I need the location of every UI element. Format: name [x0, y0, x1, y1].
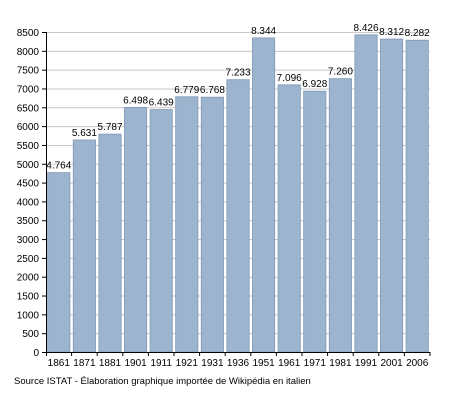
- y-tick-label: 5000: [17, 160, 40, 171]
- x-tick-label: 1861: [48, 358, 71, 369]
- data-label: 7.096: [277, 73, 302, 84]
- y-tick-label: 2500: [17, 254, 40, 265]
- y-tick-label: 2000: [17, 273, 40, 284]
- y-axis-ticks: 0 500 1000 1500 2000 2500 3000 3500 4000 4500 5000…: [17, 28, 46, 359]
- y-tick-label: 8500: [17, 28, 40, 39]
- x-tick-label: 1881: [99, 358, 122, 369]
- y-tick-label: 5500: [17, 141, 40, 152]
- data-label: 8.344: [251, 26, 276, 37]
- bar: [328, 78, 352, 353]
- y-tick-label: 7500: [17, 66, 40, 77]
- data-label: 6.498: [123, 95, 148, 106]
- source-caption: Source ISTAT - Élaboration graphique imp…: [14, 376, 311, 387]
- data-label: 8.312: [379, 27, 404, 38]
- data-label: 7.233: [225, 68, 250, 79]
- bars: [47, 34, 429, 353]
- x-tick-label: 1921: [176, 358, 199, 369]
- y-tick-label: 500: [22, 329, 39, 340]
- bar: [200, 96, 224, 353]
- bar: [303, 90, 327, 353]
- x-tick-label: 1991: [355, 358, 378, 369]
- data-label: 5.787: [97, 122, 122, 133]
- x-tick-label: 1951: [252, 358, 275, 369]
- x-axis-ticks: 1861 1871 1881 1901 1911 1921 1931 1936 1951 1961…: [48, 352, 431, 369]
- data-label: 6.439: [149, 98, 174, 109]
- y-tick-label: 1500: [17, 292, 40, 303]
- y-tick-label: 3500: [17, 216, 40, 227]
- bar: [252, 37, 276, 353]
- bar: [175, 96, 199, 353]
- y-tick-label: 3000: [17, 235, 40, 246]
- y-tick-label: 4500: [17, 179, 40, 190]
- bar: [72, 139, 96, 353]
- x-tick-label: 1936: [227, 358, 250, 369]
- x-tick-label: 1871: [73, 358, 96, 369]
- bar: [226, 79, 250, 353]
- data-label: 8.282: [405, 28, 430, 39]
- data-label: 6.779: [174, 85, 199, 96]
- x-tick-label: 1981: [329, 358, 352, 369]
- data-label: 8.426: [353, 23, 378, 34]
- y-tick-label: 6500: [17, 103, 40, 114]
- y-tick-label: 8000: [17, 47, 40, 58]
- y-tick-label: 7000: [17, 84, 40, 95]
- x-tick-label: 2006: [406, 358, 429, 369]
- data-label: 6.768: [200, 85, 225, 96]
- data-label: 6.928: [302, 79, 327, 90]
- bar: [124, 106, 148, 353]
- x-tick-label: 1911: [150, 358, 172, 369]
- data-label: 7.260: [328, 67, 353, 78]
- data-label: 4.764: [46, 161, 71, 172]
- bar: [354, 34, 378, 353]
- bar: [149, 109, 173, 353]
- x-tick-label: 1931: [201, 358, 224, 369]
- y-tick-label: 0: [33, 348, 39, 359]
- x-tick-label: 1961: [278, 358, 301, 369]
- y-tick-label: 4000: [17, 197, 40, 208]
- bar: [380, 38, 404, 353]
- y-tick-label: 6000: [17, 122, 40, 133]
- x-tick-label: 1901: [124, 358, 147, 369]
- bar: [47, 172, 71, 353]
- bar: [98, 133, 122, 353]
- data-label: 5.631: [72, 128, 97, 139]
- y-tick-label: 1000: [17, 310, 40, 321]
- x-tick-label: 1971: [304, 358, 327, 369]
- bar: [277, 84, 301, 353]
- bar: [405, 39, 429, 353]
- x-tick-label: 2001: [380, 358, 403, 369]
